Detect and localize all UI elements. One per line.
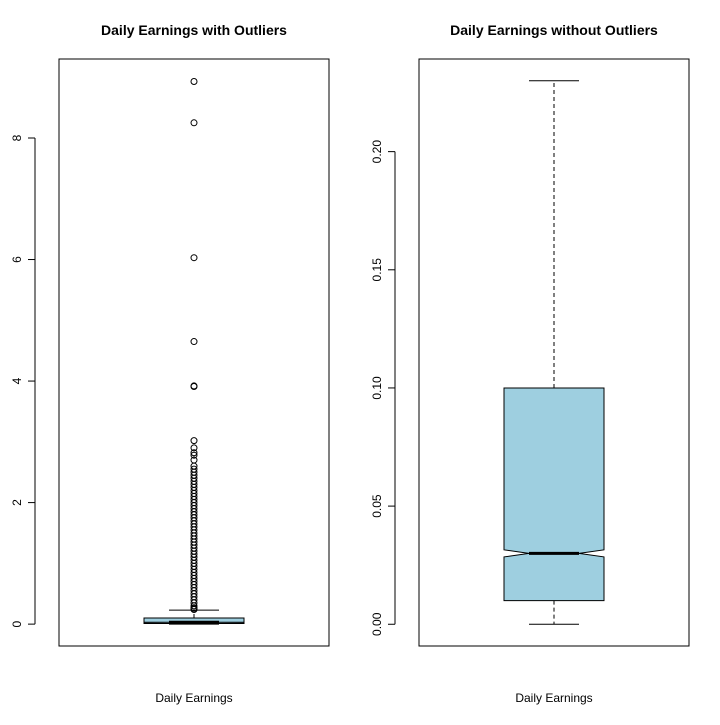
plot-frame <box>58 58 330 647</box>
outlier-point <box>190 451 198 459</box>
outlier-point <box>190 77 198 85</box>
y-tick-label: 0.10 <box>370 376 384 400</box>
y-tick-label: 0.20 <box>370 140 384 164</box>
outlier-point <box>190 338 198 346</box>
chart-title: Daily Earnings with Outliers <box>101 22 287 38</box>
y-tick-label: 6 <box>10 256 24 263</box>
x-axis-label: Daily Earnings <box>515 691 592 705</box>
outlier-point <box>190 444 198 452</box>
chart-title: Daily Earnings without Outliers <box>450 22 658 38</box>
y-tick-label: 0.15 <box>370 258 384 282</box>
x-axis-label: Daily Earnings <box>155 691 232 705</box>
panel-1: Daily Earnings with Outliers Daily Earnin… <box>10 22 330 705</box>
outlier-point <box>190 606 198 614</box>
outlier-point <box>190 383 198 391</box>
y-tick-label: 0.05 <box>370 494 384 518</box>
outlier-point <box>190 449 198 457</box>
y-tick-label: 0 <box>10 620 24 627</box>
y-tick-label: 0.00 <box>370 612 384 636</box>
outlier-point <box>190 119 198 127</box>
y-tick-label: 4 <box>10 377 24 384</box>
plot-frame <box>418 58 690 647</box>
panel-2: Daily Earnings without Outliers Daily Ear… <box>370 22 690 705</box>
outlier-point <box>190 602 198 610</box>
outlier-point <box>190 254 198 262</box>
y-tick-label: 8 <box>10 134 24 141</box>
outlier-point <box>190 437 198 445</box>
y-tick-label: 2 <box>10 499 24 506</box>
box <box>503 387 605 602</box>
